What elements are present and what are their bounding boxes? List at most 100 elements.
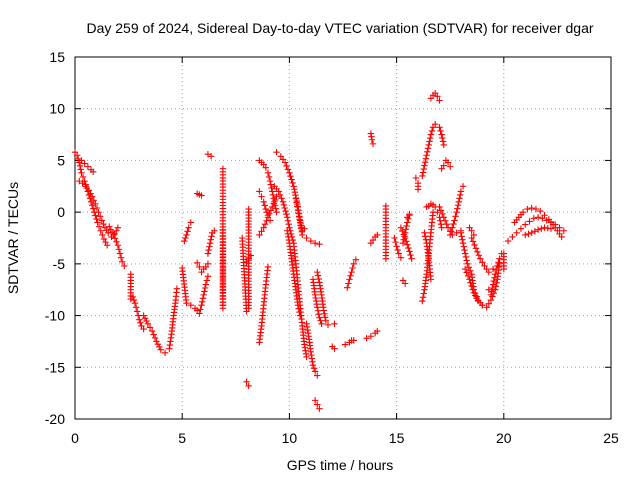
series-arc-30 [311, 397, 323, 412]
data-point [331, 345, 338, 352]
data-point [201, 288, 208, 295]
data-point [438, 131, 445, 138]
x-axis: 0 5 10 15 20 25 [71, 57, 619, 446]
data-point [282, 207, 289, 215]
y-tick-label: 5 [57, 152, 65, 168]
data-point [423, 152, 430, 159]
data-point [280, 201, 288, 209]
data-point [264, 212, 272, 219]
data-point [293, 199, 300, 206]
data-point [271, 198, 278, 205]
data-point [419, 297, 426, 305]
data-point [431, 121, 439, 128]
series-arc-58 [500, 250, 507, 273]
data-point [258, 193, 265, 200]
data-point [406, 212, 413, 219]
data-point [457, 191, 464, 199]
series-arc-59 [504, 214, 568, 245]
data-point [420, 290, 427, 297]
data-point [534, 226, 542, 233]
data-point [447, 163, 454, 170]
data-point [266, 217, 274, 224]
data-point [140, 312, 147, 319]
data-point [284, 214, 291, 221]
data-point [201, 284, 209, 292]
series-arc-10 [194, 259, 212, 276]
data-point [181, 237, 188, 245]
data-point [76, 177, 83, 185]
data-point [88, 202, 96, 209]
data-point [92, 200, 99, 208]
data-point [524, 205, 531, 213]
data-point [531, 228, 539, 235]
series-arc-61 [522, 224, 555, 239]
y-tick-label: -20 [45, 411, 65, 427]
data-point [453, 208, 460, 216]
data-point [424, 145, 432, 152]
data-point [154, 340, 162, 348]
data-point [341, 341, 349, 348]
series-arc-35 [367, 130, 377, 148]
data-point [421, 229, 428, 237]
data-point [345, 280, 352, 287]
data-point [107, 226, 114, 233]
data-point [311, 368, 319, 375]
data-point [437, 207, 445, 214]
data-point [111, 235, 119, 242]
data-point [161, 349, 169, 357]
data-point [470, 289, 477, 297]
data-point [184, 228, 191, 235]
data-point [350, 260, 357, 268]
data-point [127, 295, 134, 303]
data-point [474, 248, 481, 255]
series-arc-16 [239, 205, 252, 315]
data-point [350, 337, 357, 344]
data-point [78, 157, 85, 164]
data-point [426, 134, 434, 142]
data-point [487, 291, 495, 299]
data-point [408, 255, 415, 262]
data-point [490, 277, 497, 285]
data-point [321, 310, 328, 318]
data-point [132, 304, 140, 311]
data-point [450, 220, 457, 228]
data-point [95, 208, 102, 216]
data-point [500, 250, 507, 257]
data-point [288, 176, 295, 183]
data-point [455, 198, 462, 205]
data-point [148, 327, 156, 335]
data-point [525, 230, 532, 238]
data-point [560, 227, 568, 234]
data-point [295, 305, 302, 312]
data-point [541, 212, 548, 219]
data-point [199, 298, 206, 305]
data-point [532, 205, 540, 213]
data-point [196, 310, 203, 317]
data-point [405, 215, 412, 223]
data-point [492, 271, 499, 278]
data-point [194, 259, 201, 267]
series-arc-41 [399, 277, 409, 287]
data-point [449, 224, 456, 231]
data-point [99, 231, 106, 239]
data-point [272, 205, 280, 212]
series-arc-22 [256, 188, 274, 224]
data-point [200, 291, 207, 299]
data-point [82, 183, 89, 190]
data-point [260, 224, 267, 231]
data-point [314, 304, 321, 311]
data-point [207, 153, 215, 160]
data-point [439, 138, 447, 145]
data-point [427, 131, 435, 138]
data-point [140, 325, 147, 333]
data-point [81, 160, 88, 167]
data-point [206, 243, 213, 250]
series-arc-44 [412, 174, 422, 193]
y-tick-label: 15 [49, 49, 65, 65]
data-point [405, 244, 412, 252]
data-point [404, 241, 411, 248]
x-tick-label: 20 [496, 430, 512, 446]
series-arc-55 [468, 234, 497, 276]
data-point [287, 173, 294, 180]
